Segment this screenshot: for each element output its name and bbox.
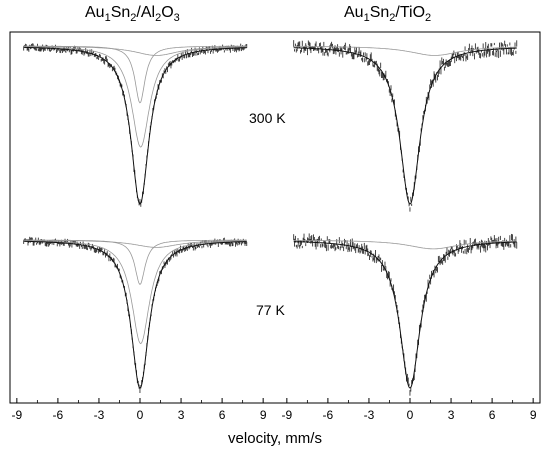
subspectrum-curve xyxy=(23,45,247,104)
temperature-label-300k: 300 K xyxy=(249,110,286,126)
title-tio2: Au1Sn2/TiO2 xyxy=(344,4,432,25)
subspectrum-curve xyxy=(23,239,247,285)
x-tick-label: -6 xyxy=(323,408,334,422)
x-tick-label: 9 xyxy=(260,408,267,422)
spectra-panels xyxy=(23,40,518,396)
x-tick-label: 6 xyxy=(489,408,496,422)
fit-curve xyxy=(293,47,517,205)
temperature-label-77k: 77 K xyxy=(256,302,285,318)
x-tick-label: 9 xyxy=(530,408,537,422)
x-tick-label: -9 xyxy=(12,408,23,422)
subspectrum-curve xyxy=(23,46,247,56)
title-al2o3: Au1Sn2/Al2O3 xyxy=(85,4,180,25)
plot-frame xyxy=(9,31,541,404)
fit-curve xyxy=(293,241,517,389)
spectrum-panel xyxy=(23,43,248,207)
x-tick-label: -3 xyxy=(94,408,105,422)
x-tick-label: 0 xyxy=(137,408,144,422)
x-tick-label: 0 xyxy=(407,408,414,422)
subspectrum-curve xyxy=(23,239,247,248)
x-tick-label: -6 xyxy=(53,408,64,422)
x-tick-label: 3 xyxy=(178,408,185,422)
x-axis-label: velocity, mm/s xyxy=(228,430,322,447)
spectrum-panel xyxy=(293,40,518,212)
subspectrum-curve xyxy=(293,240,517,250)
spectrum-panel xyxy=(293,233,518,396)
subspectrum-curve xyxy=(23,240,247,345)
x-tick-label: 6 xyxy=(219,408,226,422)
fit-curve xyxy=(23,46,247,205)
spectrum-panel xyxy=(23,236,248,393)
x-tick-label: 3 xyxy=(448,408,455,422)
subspectrum-curve xyxy=(293,46,517,56)
x-axis: -9 -6 -3 0 3 6 9 -9 -6 -3 0 3 6 9 xyxy=(12,398,537,422)
fit-curve xyxy=(23,240,247,389)
x-tick-label: -9 xyxy=(282,408,293,422)
x-tick-label: -3 xyxy=(364,408,375,422)
subspectrum-curve xyxy=(23,46,247,148)
